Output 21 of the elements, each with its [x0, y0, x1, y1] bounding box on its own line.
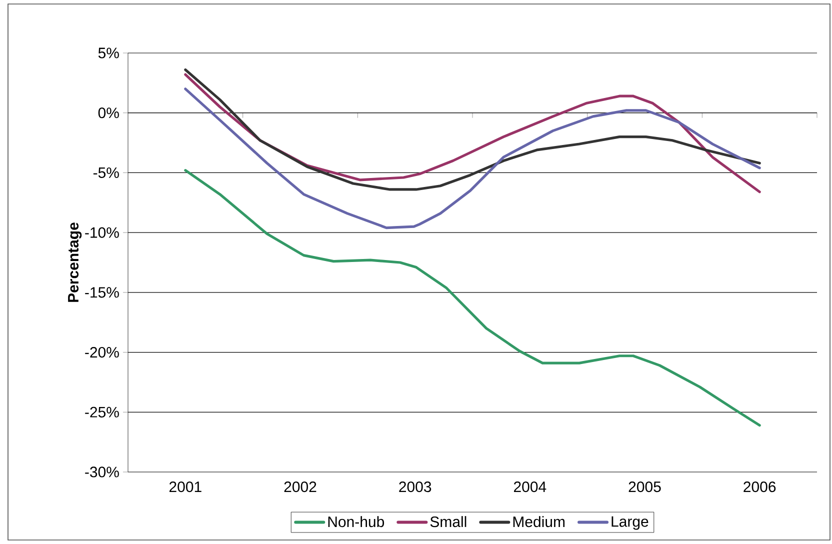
y-tick-label: -5%	[93, 167, 119, 178]
line-series	[184, 88, 761, 230]
x-tick-label: 2004	[514, 481, 546, 492]
y-tick-label: 0%	[98, 108, 119, 118]
x-tick-label: 2001	[169, 481, 202, 492]
y-tick-label: -25%	[85, 406, 119, 418]
x-tick-label: 2003	[399, 481, 432, 492]
y-tick-label: -15%	[85, 287, 119, 298]
legend-label: Medium	[513, 516, 565, 528]
y-tick-label: 5%	[98, 48, 119, 58]
legend-label: Non-hub	[328, 516, 384, 528]
y-tick-label: -10%	[85, 227, 119, 238]
x-tick-label: 2005	[628, 481, 661, 492]
y-tick-label: -30%	[85, 466, 119, 478]
line-series	[184, 169, 761, 427]
y-tick-label: -20%	[85, 346, 119, 358]
x-tick-label: 2002	[284, 481, 316, 492]
legend-label: Small	[430, 516, 466, 528]
x-tick-label: 2006	[744, 481, 776, 492]
y-axis-title: Percentage	[68, 222, 82, 302]
legend-label: Large	[612, 516, 648, 530]
